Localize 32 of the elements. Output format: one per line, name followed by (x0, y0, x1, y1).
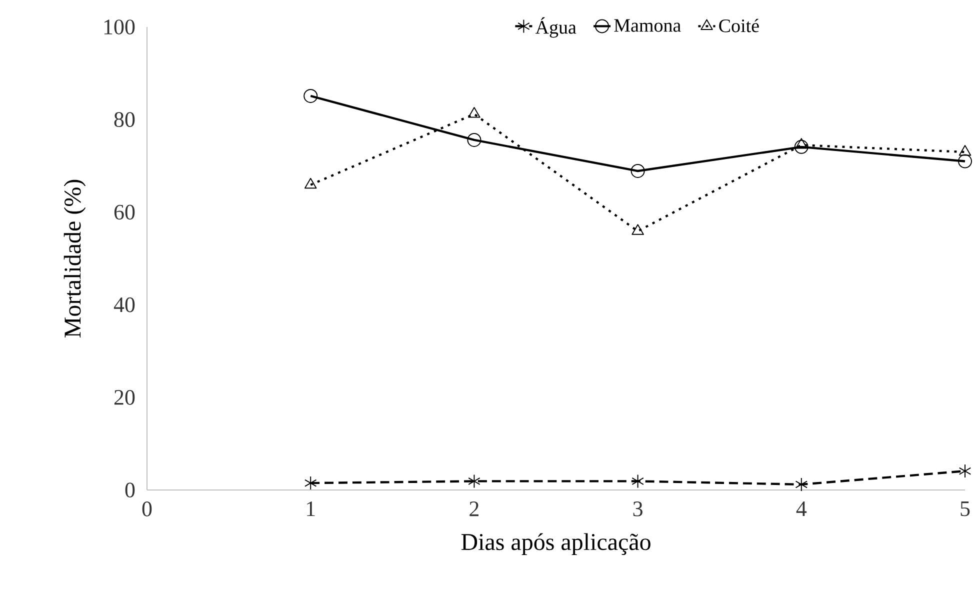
x-tick-label: 0 (142, 502, 152, 516)
x-tick-label: 5 (960, 502, 970, 516)
point (632, 224, 644, 235)
y-axis-title: Mortalidade (%) (64, 180, 86, 338)
point (795, 138, 808, 149)
x-tick-label: 4 (796, 502, 807, 516)
legend-label: Mamona (614, 19, 681, 32)
x-tick-label: 1 (307, 502, 315, 516)
point (467, 132, 482, 147)
point (304, 88, 318, 103)
point (468, 107, 480, 118)
point (958, 464, 972, 478)
point (958, 145, 972, 156)
point (958, 154, 972, 168)
y-tick-label: 20 (114, 390, 135, 405)
y-tick-label: 0 (125, 482, 135, 498)
legend-label: Coité (719, 18, 759, 32)
point (632, 474, 644, 488)
y-tick-label: 80 (114, 112, 135, 128)
x-tick-label: 3 (633, 502, 642, 516)
x-tick-label: 2 (470, 502, 478, 516)
point (630, 164, 645, 178)
point (468, 474, 480, 488)
y-tick-label: 40 (114, 297, 135, 312)
point (304, 178, 317, 189)
point (794, 140, 808, 154)
y-tick-label: 100 (104, 20, 135, 34)
x-axis-title: Dias após aplicação (461, 533, 650, 556)
y-tick-label: 60 (114, 204, 135, 220)
point (795, 477, 808, 492)
point (304, 476, 317, 490)
legend-label: Água (535, 17, 576, 38)
